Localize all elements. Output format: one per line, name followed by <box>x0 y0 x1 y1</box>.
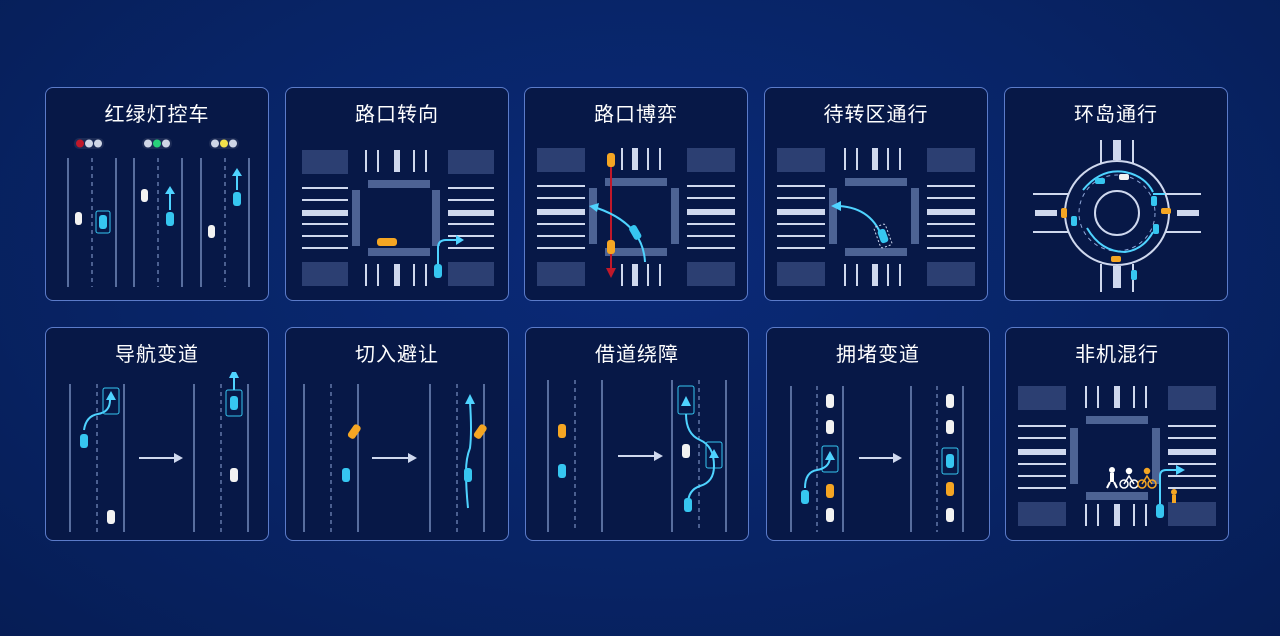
arrow-icon <box>589 203 599 212</box>
car-icon <box>166 212 174 226</box>
arrow-icon <box>606 268 616 278</box>
borrow-lane-diagram <box>547 380 727 532</box>
car-icon <box>1161 208 1171 214</box>
car-icon <box>1061 208 1067 218</box>
card-title: 路口博弈 <box>594 102 678 126</box>
card-title: 借道绕障 <box>595 342 679 366</box>
car-icon <box>377 238 397 246</box>
roundabout-icon <box>1033 140 1201 292</box>
car-icon <box>946 394 954 408</box>
car-icon <box>230 468 238 482</box>
arrow-icon <box>681 396 691 406</box>
arrow-icon <box>106 391 116 400</box>
car-icon <box>826 394 834 408</box>
arrow-icon <box>1176 465 1185 475</box>
scenario-card-borrow-lane[interactable]: 借道绕障 <box>525 327 749 541</box>
intersection-game-diagram <box>537 148 735 286</box>
car-icon <box>473 424 487 439</box>
car-icon <box>877 228 889 244</box>
navigation-lane-change-diagram <box>69 372 249 532</box>
arrow-icon <box>709 449 719 458</box>
car-icon <box>682 444 690 458</box>
traffic-light-icon <box>209 138 239 149</box>
car-icon <box>233 192 241 206</box>
car-icon <box>1156 504 1164 518</box>
congestion-lane-change-diagram <box>790 386 964 532</box>
arrow-icon <box>654 451 663 461</box>
pedestrian-icon <box>1106 467 1118 489</box>
traffic-light-icon <box>142 138 172 149</box>
car-icon <box>684 498 692 512</box>
scenario-card-intersection-turn[interactable]: 路口转向 <box>285 87 509 301</box>
car-icon <box>826 420 834 434</box>
car-icon <box>107 510 115 524</box>
arrow-icon <box>229 372 239 378</box>
car-icon <box>80 434 88 448</box>
car-icon <box>607 153 615 167</box>
arrow-icon <box>465 394 475 404</box>
car-icon <box>99 215 107 229</box>
scenario-card-cut-in-yield[interactable]: 切入避让 <box>285 327 509 541</box>
card-title: 红绿灯控车 <box>104 102 210 126</box>
cyclist-icon <box>1137 467 1157 489</box>
mixed-traffic-diagram <box>1018 386 1216 526</box>
car-icon <box>629 225 642 240</box>
car-icon <box>230 396 238 410</box>
car-icon <box>75 212 82 225</box>
arrow-icon <box>831 201 841 211</box>
car-icon <box>342 468 350 482</box>
card-title: 导航变道 <box>115 342 199 366</box>
car-icon <box>208 225 215 238</box>
intersection-turn-diagram <box>302 150 494 286</box>
arrow-icon <box>893 453 902 463</box>
cut-in-yield-diagram <box>303 384 487 532</box>
car-icon <box>826 508 834 522</box>
cyclist-icon <box>1119 467 1139 489</box>
car-icon <box>946 482 954 496</box>
car-icon <box>558 464 566 478</box>
car-icon <box>347 424 361 439</box>
car-icon <box>1071 216 1077 226</box>
card-title: 非机混行 <box>1075 342 1159 366</box>
car-icon <box>607 240 615 254</box>
car-icon <box>141 189 148 202</box>
scenario-card-roundabout[interactable]: 环岛通行 <box>1004 87 1228 301</box>
car-icon <box>946 508 954 522</box>
car-icon <box>1151 196 1157 206</box>
pedestrian-icon <box>1171 489 1177 503</box>
waiting-zone-diagram <box>777 148 975 286</box>
car-icon <box>1119 174 1129 180</box>
car-icon <box>558 424 566 438</box>
car-icon <box>946 454 954 468</box>
arrow-icon <box>174 453 183 463</box>
scenario-card-congestion-lane-change[interactable]: 拥堵变道 <box>766 327 990 541</box>
card-title: 环岛通行 <box>1074 102 1158 126</box>
traffic-light-diagram <box>67 138 250 287</box>
card-title: 切入避让 <box>355 342 439 366</box>
scenario-card-waiting-zone[interactable]: 待转区通行 <box>764 87 988 301</box>
car-icon <box>1095 178 1105 184</box>
car-icon <box>1131 270 1137 280</box>
scenario-card-intersection-game[interactable]: 路口博弈 <box>524 87 748 301</box>
card-title: 路口转向 <box>355 102 439 126</box>
car-icon <box>1111 256 1121 262</box>
scenario-card-mixed-traffic[interactable]: 非机混行 <box>1005 327 1229 541</box>
car-icon <box>1153 224 1159 234</box>
scenario-card-navigation-lane-change[interactable]: 导航变道 <box>45 327 269 541</box>
arrow-icon <box>408 453 417 463</box>
card-title: 拥堵变道 <box>836 342 920 366</box>
arrow-icon <box>232 168 242 176</box>
car-icon <box>464 468 472 482</box>
arrow-icon <box>825 451 835 460</box>
traffic-light-icon <box>74 138 104 149</box>
scenario-card-traffic-light[interactable]: 红绿灯控车 <box>45 87 269 301</box>
car-icon <box>801 490 809 504</box>
arrow-icon <box>456 235 464 245</box>
car-icon <box>826 484 834 498</box>
card-title: 待转区通行 <box>823 102 929 126</box>
car-icon <box>434 264 442 278</box>
arrow-icon <box>165 186 175 194</box>
car-icon <box>946 420 954 434</box>
